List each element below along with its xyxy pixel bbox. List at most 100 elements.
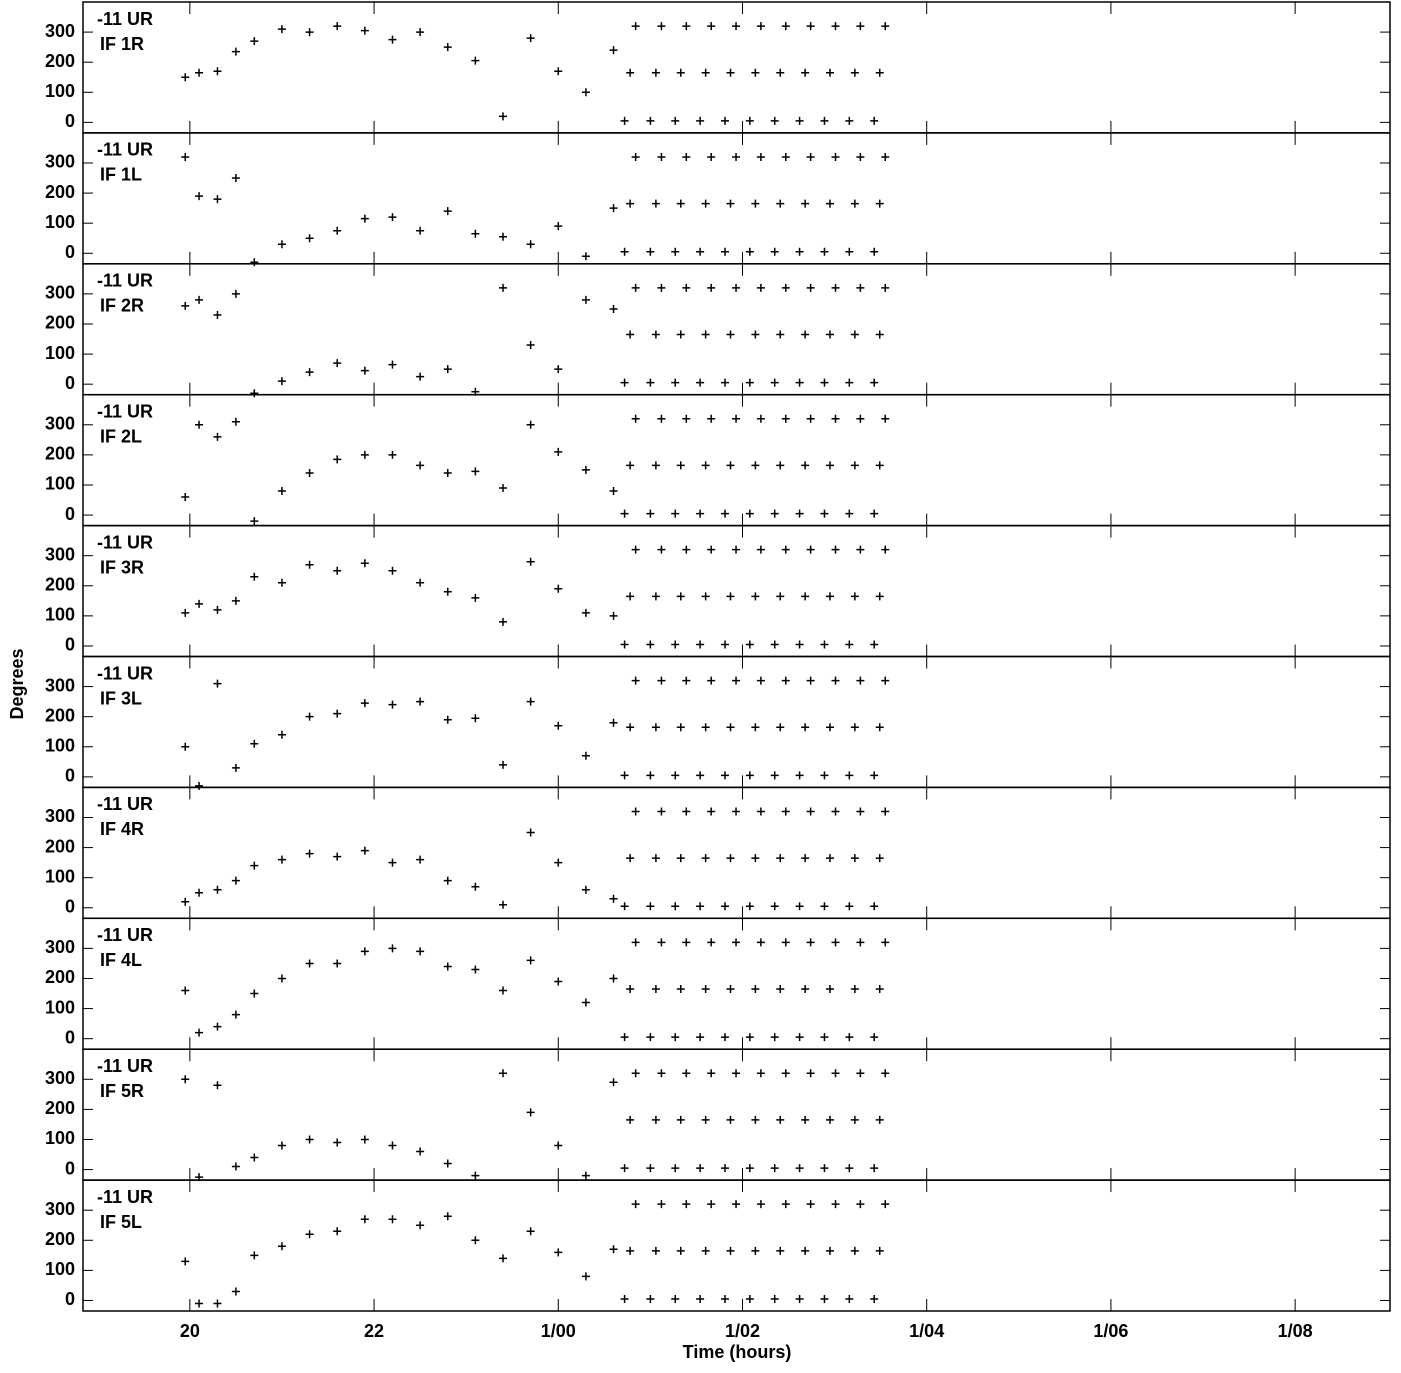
y-tick-label: 0 [65, 897, 75, 917]
data-point [781, 152, 790, 161]
y-tick-label: 300 [45, 806, 75, 826]
data-point [626, 854, 635, 863]
data-point [305, 368, 314, 377]
panel-frame [82, 263, 1391, 396]
data-point [231, 289, 240, 298]
series-label: IF 4L [100, 950, 142, 970]
y-tick-label: 100 [45, 81, 75, 101]
data-point [751, 723, 760, 732]
data-point [825, 1115, 834, 1124]
data-point [250, 989, 259, 998]
data-point [305, 1230, 314, 1239]
data-point [870, 1294, 879, 1303]
data-point [360, 1135, 369, 1144]
data-point [856, 1200, 865, 1209]
data-point [213, 1081, 222, 1090]
data-point [443, 468, 452, 477]
data-point [609, 894, 618, 903]
data-point [471, 882, 480, 891]
data-point [631, 22, 640, 31]
data-point [745, 1164, 754, 1173]
data-point [801, 985, 810, 994]
data-point [776, 723, 785, 732]
data-point [707, 807, 716, 816]
data-point [756, 152, 765, 161]
data-point [795, 247, 804, 256]
data-point [845, 640, 854, 649]
data-point [856, 152, 865, 161]
data-point [620, 509, 629, 518]
data-point [651, 1246, 660, 1255]
data-point [701, 199, 710, 208]
data-point [875, 1115, 884, 1124]
data-point [845, 378, 854, 387]
data-point [250, 389, 259, 398]
data-point [825, 723, 834, 732]
data-point [277, 578, 286, 587]
data-point [554, 977, 563, 986]
data-point [732, 938, 741, 947]
data-point [620, 640, 629, 649]
data-point [751, 330, 760, 339]
source-label: -11 UR [97, 271, 153, 291]
data-point [881, 283, 890, 292]
data-point [696, 902, 705, 911]
data-point [732, 807, 741, 816]
data-point [720, 771, 729, 780]
data-point [631, 283, 640, 292]
data-point [360, 366, 369, 375]
data-point [181, 73, 190, 82]
data-point [745, 640, 754, 649]
data-point [825, 199, 834, 208]
data-point [646, 509, 655, 518]
data-point [626, 199, 635, 208]
data-point [801, 723, 810, 732]
data-point [581, 751, 590, 760]
data-point [305, 849, 314, 858]
data-point [620, 1164, 629, 1173]
data-point [651, 592, 660, 601]
data-point [845, 509, 854, 518]
data-point [360, 846, 369, 855]
data-point [499, 112, 508, 121]
data-point [471, 1171, 480, 1180]
data-point [471, 593, 480, 602]
data-point [305, 712, 314, 721]
data-point [776, 68, 785, 77]
data-point [875, 723, 884, 732]
series-label: IF 2R [100, 296, 144, 316]
y-tick-label: 200 [45, 51, 75, 71]
data-point [720, 116, 729, 125]
data-point [581, 252, 590, 261]
data-point [696, 1294, 705, 1303]
y-tick-label: 200 [45, 1229, 75, 1249]
source-label: -11 UR [97, 532, 153, 552]
data-point [875, 330, 884, 339]
data-point [333, 359, 342, 368]
data-point [333, 1227, 342, 1236]
data-point [333, 959, 342, 968]
data-point [795, 902, 804, 911]
data-point [626, 1246, 635, 1255]
data-point [806, 414, 815, 423]
data-point [620, 378, 629, 387]
data-point [581, 1272, 590, 1281]
data-point [231, 763, 240, 772]
data-point [726, 1115, 735, 1124]
data-point [707, 1069, 716, 1078]
data-point [726, 854, 735, 863]
data-point [751, 68, 760, 77]
data-point [820, 771, 829, 780]
data-point [443, 207, 452, 216]
data-point [696, 509, 705, 518]
data-point [657, 152, 666, 161]
data-point [776, 461, 785, 470]
data-point [881, 676, 890, 685]
data-point [195, 599, 204, 608]
source-label: -11 UR [97, 140, 153, 160]
data-point [795, 378, 804, 387]
data-point [443, 962, 452, 971]
data-point [707, 676, 716, 685]
data-point [850, 461, 859, 470]
data-point [277, 486, 286, 495]
